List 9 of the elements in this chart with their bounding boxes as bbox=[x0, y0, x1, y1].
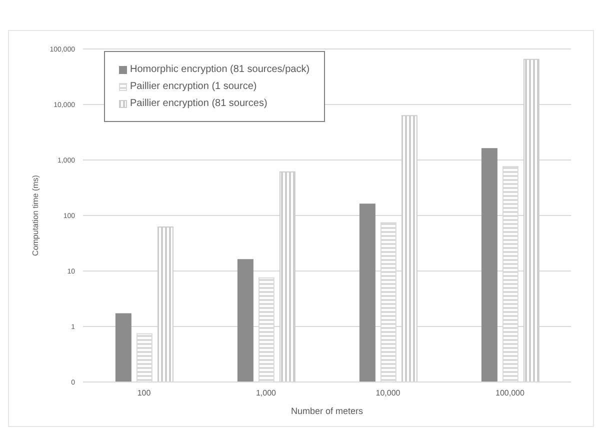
legend-label: Paillier encryption (1 source) bbox=[130, 81, 257, 92]
legend-label: Homorphic encryption (81 sources/pack) bbox=[130, 64, 310, 75]
y-axis-title: Computation time (ms) bbox=[30, 174, 40, 256]
x-tick-label: 1,000 bbox=[256, 388, 277, 398]
x-axis-title: Number of meters bbox=[290, 406, 364, 416]
x-tick-label: 100 bbox=[137, 388, 152, 398]
x-tick-label: 10,000 bbox=[376, 388, 401, 398]
x-tick-label: 100,000 bbox=[496, 388, 526, 398]
legend-label: Paillier encryption (81 sources) bbox=[130, 98, 268, 109]
